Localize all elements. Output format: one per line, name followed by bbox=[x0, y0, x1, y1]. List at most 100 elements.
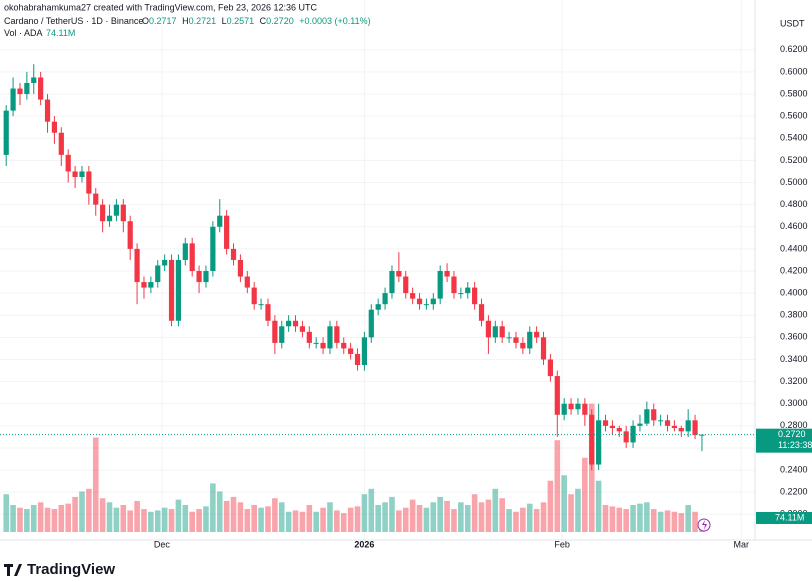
label: H bbox=[182, 16, 189, 26]
candle-body bbox=[478, 304, 485, 321]
candle-body bbox=[106, 215, 113, 222]
volume-bar bbox=[272, 498, 278, 532]
candle-body bbox=[72, 171, 78, 177]
candle-body bbox=[196, 271, 202, 283]
candle-body bbox=[458, 293, 464, 295]
candle-body bbox=[554, 376, 560, 415]
candle-body bbox=[582, 403, 588, 415]
volume-bar bbox=[334, 510, 340, 532]
y-tick-label: 0.6200 bbox=[780, 44, 808, 54]
volume-bar bbox=[72, 496, 78, 532]
candle-body bbox=[430, 298, 436, 305]
candle-body bbox=[51, 121, 58, 133]
candle-body bbox=[492, 326, 498, 338]
candle-body bbox=[162, 259, 168, 266]
volume-bar bbox=[540, 502, 547, 532]
volume-bar bbox=[520, 507, 526, 532]
candle-body bbox=[575, 403, 581, 410]
volume-bar bbox=[451, 509, 457, 532]
volume-bar bbox=[650, 509, 657, 532]
candle-body bbox=[217, 215, 223, 227]
candle-body bbox=[609, 425, 616, 429]
y-tick-label: 0.4400 bbox=[780, 243, 808, 253]
volume-bar bbox=[644, 502, 650, 532]
candle-body bbox=[602, 420, 609, 426]
candle-body bbox=[31, 77, 37, 83]
candle-body bbox=[168, 259, 175, 321]
candle-body bbox=[423, 304, 430, 306]
candle-body bbox=[175, 259, 182, 321]
volume-bar bbox=[595, 480, 602, 532]
y-tick-label: 0.5400 bbox=[780, 133, 808, 143]
volume-bar bbox=[3, 494, 9, 532]
volume-tag-label: 74.11M bbox=[775, 512, 804, 522]
candle-body bbox=[568, 403, 574, 410]
volume-bar bbox=[657, 511, 664, 532]
countdown: 11:23:38 bbox=[778, 440, 812, 450]
candle-body bbox=[616, 428, 622, 432]
volume-bar bbox=[630, 505, 636, 532]
y-tick-label: 0.6000 bbox=[780, 66, 808, 76]
candle-body bbox=[410, 293, 416, 299]
volume-bar bbox=[278, 502, 285, 532]
volume-tag bbox=[756, 512, 812, 524]
volume-bar bbox=[623, 509, 629, 532]
candle-body bbox=[258, 304, 264, 306]
y-tick-label: 0.3000 bbox=[780, 398, 808, 408]
volume-bar bbox=[120, 505, 127, 532]
candle-body bbox=[24, 82, 30, 95]
candle-body bbox=[141, 282, 147, 288]
volume-bar bbox=[182, 505, 189, 532]
volume-bar bbox=[203, 506, 209, 532]
y-tick-label: 0.5600 bbox=[780, 111, 808, 121]
logo-icon bbox=[4, 564, 22, 576]
y-tick-label: 0.5200 bbox=[780, 155, 808, 165]
price-tag bbox=[756, 428, 812, 453]
volume-bar bbox=[478, 502, 485, 532]
volume-bar bbox=[423, 507, 430, 532]
volume-bar bbox=[223, 500, 230, 532]
candle-body bbox=[182, 243, 188, 260]
volume-bar bbox=[368, 488, 375, 532]
volume-bar bbox=[306, 505, 313, 532]
volume-bar bbox=[602, 505, 609, 532]
y-tick-label: 0.4200 bbox=[780, 265, 808, 275]
candle-body bbox=[348, 348, 354, 354]
volume-bar bbox=[17, 507, 23, 532]
axis-labels: 0.20000.22000.24000.26000.28000.30000.32… bbox=[154, 44, 812, 549]
grid bbox=[0, 0, 755, 540]
volume-header: Vol · ADA 74.11M bbox=[4, 28, 75, 38]
volume-bar bbox=[402, 507, 409, 532]
candle-body bbox=[58, 132, 64, 155]
volume-bar bbox=[444, 500, 450, 532]
candle-body bbox=[79, 171, 85, 177]
volume-bar bbox=[258, 507, 264, 532]
candle-body bbox=[534, 331, 540, 338]
candle-body bbox=[644, 409, 650, 424]
y-tick-label: 0.4800 bbox=[780, 199, 808, 209]
volume-bar bbox=[285, 511, 292, 532]
candle-body bbox=[658, 420, 664, 422]
volume-bar bbox=[210, 483, 216, 532]
volume-bar bbox=[492, 488, 499, 532]
candle-body bbox=[451, 276, 457, 294]
brand: TradingView bbox=[27, 561, 115, 577]
volume-bar bbox=[134, 500, 140, 532]
volume-bar bbox=[347, 507, 354, 532]
x-tick-label: 2026 bbox=[354, 539, 374, 549]
candle-body bbox=[286, 320, 292, 327]
candle-body bbox=[403, 276, 409, 294]
volume-bar bbox=[79, 491, 85, 532]
candle-body bbox=[65, 154, 71, 172]
volume-bar bbox=[10, 505, 16, 532]
label: O bbox=[142, 16, 149, 26]
price-tag-label: 0.2720 bbox=[778, 429, 806, 439]
volume-bar bbox=[230, 496, 237, 532]
change: +0.0003 (+0.11%) bbox=[299, 16, 370, 26]
logo: TradingView bbox=[4, 561, 115, 578]
volume-bar bbox=[86, 488, 92, 532]
volume-bar bbox=[244, 509, 251, 532]
volume-bar bbox=[499, 498, 505, 532]
y-tick-label: 0.2800 bbox=[780, 420, 808, 430]
volume-bar bbox=[265, 506, 271, 532]
